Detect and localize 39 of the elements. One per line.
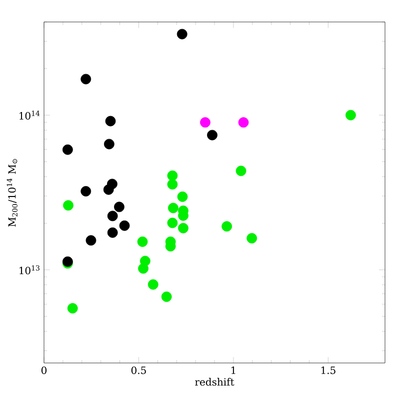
point: [200, 117, 210, 128]
point: [161, 292, 172, 302]
point: [222, 221, 232, 232]
point: [167, 218, 178, 228]
point: [107, 227, 118, 238]
point: [167, 179, 178, 190]
point: [119, 220, 130, 231]
x-axis-title: redshift: [195, 378, 234, 386]
point: [67, 303, 78, 314]
point: [236, 166, 246, 176]
x-tick-label: 1.5: [321, 366, 336, 374]
point: [104, 138, 114, 150]
point: [62, 144, 73, 155]
point: [148, 279, 158, 290]
point: [80, 74, 92, 84]
y-axis-title: M$_{200}$/10$^{14}$ M$_{⊙}$: [6, 159, 18, 227]
x-tick-label: 0: [41, 366, 47, 374]
point: [168, 202, 178, 214]
point: [80, 186, 92, 196]
y-tick-label: 10$^{13}$: [20, 265, 40, 274]
point: [105, 116, 116, 126]
y-tick-label: 10$^{14}$: [20, 110, 40, 120]
point: [167, 170, 178, 181]
point: [177, 191, 188, 202]
point: [63, 200, 74, 211]
point: [86, 235, 96, 246]
point: [207, 130, 218, 140]
point: [137, 236, 148, 247]
x-tick-label: 1: [231, 366, 236, 374]
x-tick-label: 0.5: [131, 366, 146, 374]
point: [346, 110, 356, 120]
point: [176, 28, 188, 40]
point: [238, 117, 249, 128]
point: [178, 222, 188, 234]
point: [107, 210, 118, 222]
point: [246, 233, 258, 244]
point: [114, 202, 124, 212]
point: [138, 263, 148, 274]
point: [103, 184, 114, 195]
